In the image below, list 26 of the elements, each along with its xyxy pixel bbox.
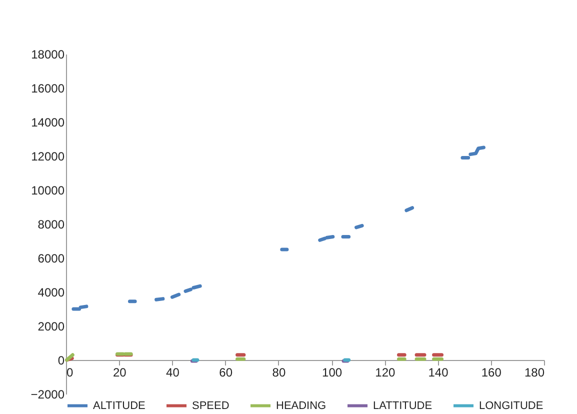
y-tick-label: 10000 — [31, 184, 65, 198]
y-tick-label: 8000 — [38, 218, 65, 232]
x-tick-label: 0 — [66, 366, 74, 380]
y-tick-label: 12000 — [31, 150, 65, 164]
x-tick-label: 40 — [166, 366, 180, 380]
x-tick-label: 120 — [375, 366, 396, 380]
y-tick-label: 16000 — [31, 82, 65, 96]
y-tick-label: 6000 — [38, 252, 65, 266]
legend-label: ALTITUDE — [93, 400, 146, 412]
y-tick-label: 18000 — [31, 48, 65, 62]
y-tick-label: 14000 — [31, 116, 65, 130]
y-tick-label: −2000 — [30, 388, 65, 402]
legend-label: HEADING — [276, 400, 326, 412]
x-tick-label: 140 — [428, 366, 449, 380]
x-tick-label: 80 — [272, 366, 286, 380]
legend-label: LONGITUDE — [479, 400, 544, 412]
y-tick-label: 0 — [58, 354, 65, 368]
x-tick-label: 100 — [322, 366, 342, 380]
legend-label: LATTITUDE — [373, 400, 432, 412]
x-tick-label: 180 — [524, 366, 545, 380]
legend-label: SPEED — [192, 400, 230, 412]
x-tick-label: 60 — [219, 366, 233, 380]
x-tick-label: 20 — [112, 366, 127, 380]
y-tick-label: 4000 — [38, 286, 65, 300]
x-tick-label: 160 — [481, 366, 502, 380]
y-tick-label: 2000 — [38, 320, 65, 334]
